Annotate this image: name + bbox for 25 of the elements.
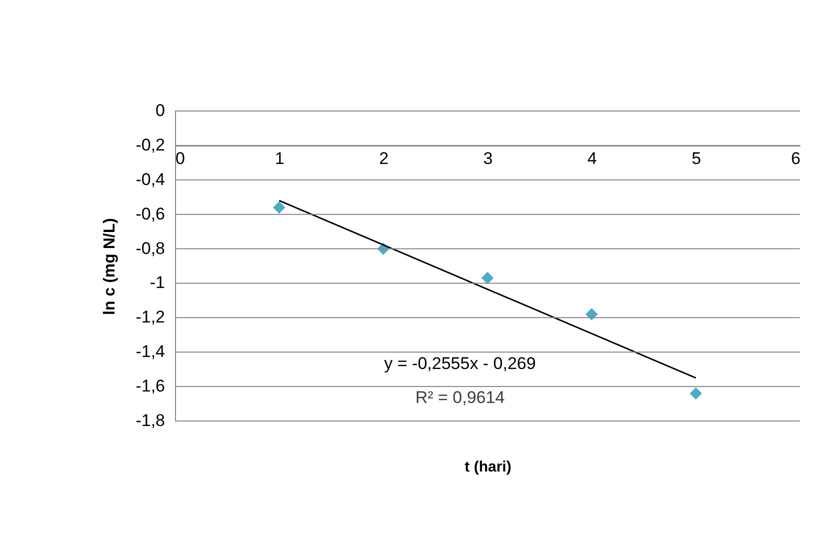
x-tick-label: 2 [379,148,389,168]
y-tick-label: -1 [150,273,165,292]
x-axis-title: t (hari) [464,458,512,476]
y-tick-label: -0,4 [136,170,165,189]
point [273,201,286,214]
y-tick-label: -1,6 [136,376,165,396]
x-tick-label: 0 [176,148,185,168]
point [586,308,598,320]
y-tick-label: -0,2 [136,135,165,154]
x-tick-label: 3 [483,148,493,168]
y-axis-title: ln c (mg N/L) [102,218,118,315]
x-tick-label: 5 [692,148,702,168]
y-tick-label: 0 [156,101,165,120]
x-tick-label: 4 [587,148,597,168]
x-tick-label: 1 [274,148,284,168]
annotation: R² = 0,9614 [415,388,505,407]
y-tick-label: -1,2 [136,308,165,327]
y-tick-label: -0,8 [136,238,165,258]
x-tick-label: 6 [791,148,800,168]
y-tick-label: -1,4 [136,342,165,362]
y-tick-label: -1,8 [136,411,165,430]
annotation: y = -0,2555x - 0,269 [384,354,536,373]
point [690,387,702,400]
point [481,272,494,284]
y-tick-label: -0,6 [136,204,165,224]
